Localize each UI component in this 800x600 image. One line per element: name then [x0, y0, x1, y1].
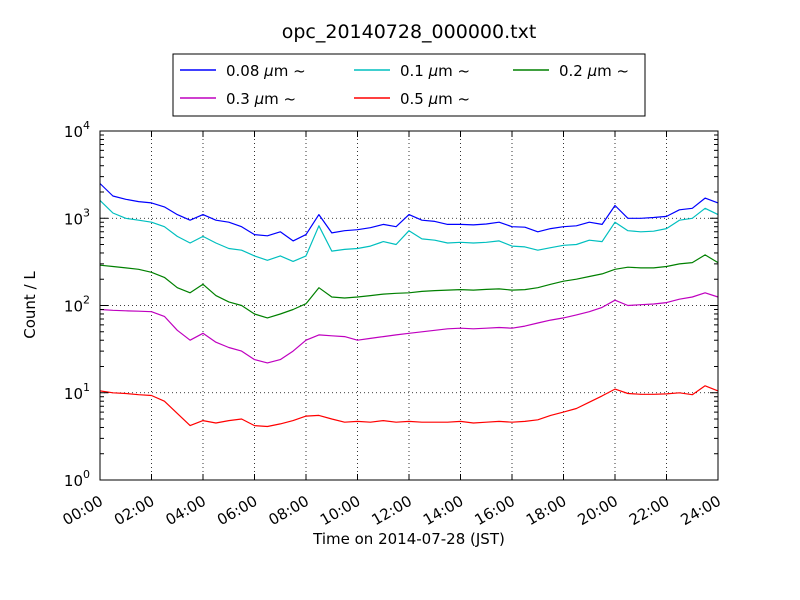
x-tick-label: 04:00 — [163, 492, 209, 529]
legend-label: 0.3 μm ~ — [226, 90, 296, 108]
legend-frame — [172, 53, 646, 117]
y-tick-label: 103 — [64, 206, 90, 228]
x-axis-label: Time on 2014-07-28 (JST) — [312, 530, 505, 548]
x-tick-label: 00:00 — [60, 492, 106, 529]
y-axis-label: Count / L — [21, 271, 39, 339]
x-tick-label: 14:00 — [420, 492, 466, 529]
x-tick-label: 20:00 — [575, 492, 621, 529]
x-tick-label: 18:00 — [523, 492, 569, 529]
legend-label: 0.1 μm ~ — [400, 62, 470, 80]
y-tick-label: 102 — [64, 294, 90, 316]
axis-ticks — [99, 130, 719, 481]
x-tick-label: 12:00 — [369, 492, 415, 529]
x-tick-label: 22:00 — [626, 492, 672, 529]
series-line-0_2 — [99, 254, 719, 319]
x-tick-label: 24:00 — [678, 492, 724, 529]
gridlines — [100, 131, 718, 480]
legend-label: 0.2 μm ~ — [559, 62, 629, 80]
series-line-0_3 — [99, 292, 719, 364]
legend: 0.08 μm ~ 0.1 μm ~ 0.2 μm ~ 0.3 μm ~ 0.5 μm … — [172, 53, 646, 117]
y-tick-label: 101 — [64, 381, 90, 403]
x-tick-label: 06:00 — [214, 492, 260, 529]
series-line-0_5 — [99, 385, 719, 428]
x-tick-label: 10:00 — [317, 492, 363, 529]
x-tick-label: 08:00 — [266, 492, 312, 529]
legend-label: 0.5 μm ~ — [400, 90, 470, 108]
series-lines — [99, 183, 719, 428]
x-tick-label: 16:00 — [472, 492, 518, 529]
x-tick-labels: 00:00 02:00 04:00 06:00 08:00 10:00 12:00 14:00… — [60, 492, 724, 529]
series-line-0_1 — [99, 199, 719, 262]
y-tick-labels: 100 101 102 103 104 — [64, 119, 90, 490]
chart-title: opc_20140728_000000.txt — [282, 21, 537, 43]
y-tick-label: 100 — [64, 468, 90, 490]
y-tick-label: 104 — [64, 119, 90, 141]
x-tick-label: 02:00 — [111, 492, 157, 529]
series-line-0_08 — [99, 183, 719, 242]
legend-label: 0.08 μm ~ — [226, 62, 306, 80]
